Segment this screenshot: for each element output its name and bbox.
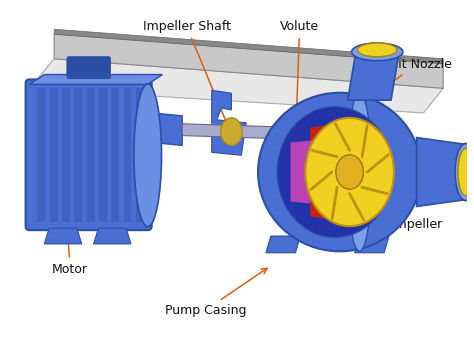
Text: Exit Nozzle: Exit Nozzle (358, 58, 452, 106)
Ellipse shape (352, 43, 403, 61)
Polygon shape (29, 75, 163, 84)
Polygon shape (291, 141, 312, 204)
FancyBboxPatch shape (67, 57, 110, 78)
Ellipse shape (305, 118, 394, 226)
Polygon shape (50, 88, 58, 222)
Text: Impeller: Impeller (357, 208, 443, 231)
Polygon shape (29, 59, 443, 113)
Polygon shape (93, 228, 131, 244)
Polygon shape (74, 88, 82, 222)
Polygon shape (54, 34, 443, 88)
Ellipse shape (321, 161, 339, 183)
Polygon shape (136, 88, 144, 222)
Polygon shape (182, 124, 305, 139)
Polygon shape (87, 88, 94, 222)
Polygon shape (45, 228, 82, 244)
Ellipse shape (336, 155, 364, 189)
Ellipse shape (258, 93, 421, 251)
Polygon shape (355, 236, 389, 253)
Ellipse shape (277, 107, 392, 237)
Ellipse shape (220, 118, 242, 145)
FancyBboxPatch shape (26, 79, 152, 230)
Text: Volute: Volute (280, 20, 319, 111)
Polygon shape (37, 88, 46, 222)
Ellipse shape (458, 149, 474, 196)
Polygon shape (310, 123, 345, 221)
Polygon shape (99, 88, 107, 222)
Ellipse shape (347, 93, 372, 251)
Text: Pump Casing: Pump Casing (164, 268, 267, 317)
Polygon shape (212, 90, 246, 155)
Polygon shape (153, 113, 182, 145)
Text: Pump Inlet: Pump Inlet (378, 160, 459, 175)
Ellipse shape (134, 84, 162, 227)
Ellipse shape (357, 43, 397, 57)
Text: Impeller Shaft: Impeller Shaft (143, 20, 232, 135)
Polygon shape (54, 29, 443, 64)
Polygon shape (266, 236, 301, 253)
Text: Motor: Motor (52, 198, 88, 276)
Polygon shape (347, 54, 399, 100)
Polygon shape (62, 88, 70, 222)
Polygon shape (417, 137, 466, 206)
Polygon shape (111, 88, 119, 222)
Ellipse shape (455, 143, 474, 201)
Polygon shape (124, 88, 131, 222)
